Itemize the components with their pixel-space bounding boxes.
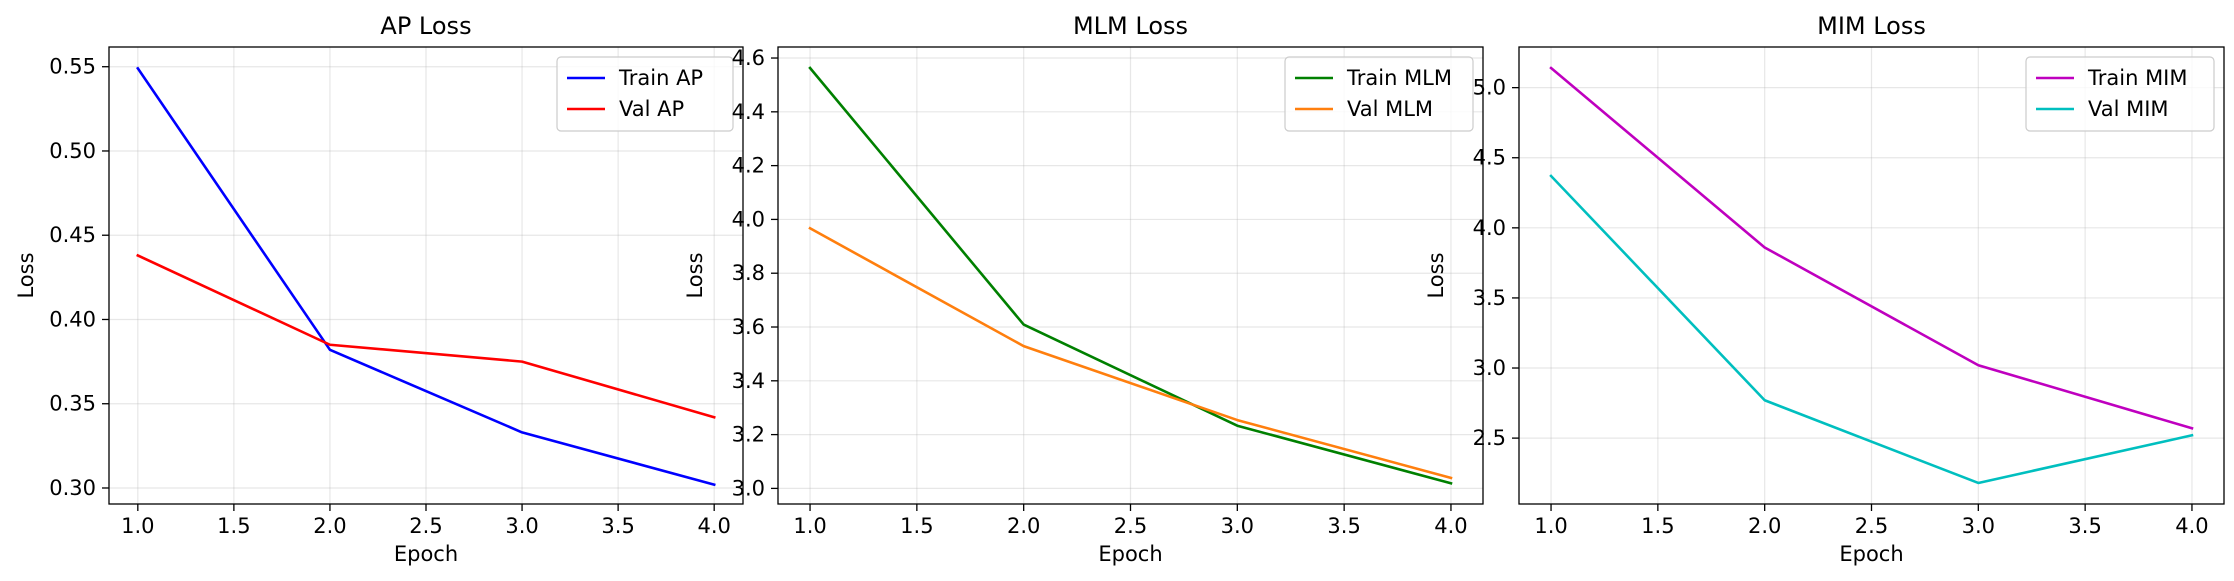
y-tick-label: 0.40 xyxy=(49,307,96,331)
y-tick-label: 0.45 xyxy=(49,223,96,247)
x-tick-label: 1.0 xyxy=(121,514,154,538)
x-tick-label: 2.5 xyxy=(1114,514,1147,538)
x-tick-label: 4.0 xyxy=(697,514,730,538)
y-axis-label: Loss xyxy=(14,252,38,298)
y-tick-label: 0.50 xyxy=(49,139,96,163)
y-axis-label: Loss xyxy=(683,252,707,298)
x-tick-label: 1.5 xyxy=(900,514,933,538)
legend: Train MIM Val MIM xyxy=(2025,56,2215,132)
x-tick-label: 2.0 xyxy=(1748,514,1781,538)
y-tick-label: 0.55 xyxy=(49,55,96,79)
y-tick-label: 4.6 xyxy=(732,46,765,70)
chart-2: 1.0 1.5 2.0 2.5 3.0 3.5 4.03.03.23.43.63.84.04… xyxy=(683,12,1484,566)
y-tick-label: 0.35 xyxy=(49,392,96,416)
chart-title: MIM Loss xyxy=(1817,12,1926,40)
y-tick-label: 3.8 xyxy=(732,261,765,285)
y-tick-label: 3.0 xyxy=(732,476,765,500)
y-tick-label: 0.30 xyxy=(49,476,96,500)
y-tick-label: 4.5 xyxy=(1473,146,1506,170)
x-tick-label: 2.5 xyxy=(409,514,442,538)
y-tick-label: 3.2 xyxy=(732,423,765,447)
chart-3: 1.0 1.5 2.0 2.5 3.0 3.5 4.0 2.5 3.0 3.5 4.0 4.5 5.0 M… xyxy=(1424,12,2225,566)
x-tick-label: 1.5 xyxy=(1641,514,1674,538)
y-tick-label: 4.0 xyxy=(732,207,765,231)
chart-title: MLM Loss xyxy=(1073,12,1188,40)
legend: Train AP Val AP xyxy=(556,56,734,132)
y-tick-label: 3.4 xyxy=(732,369,765,393)
legend-label: Train AP xyxy=(618,66,703,90)
x-axis-label: Epoch xyxy=(1839,542,1903,566)
x-tick-label: 3.5 xyxy=(2068,514,2101,538)
y-tick-label: 5.0 xyxy=(1473,76,1506,100)
x-tick-label: 2.0 xyxy=(1007,514,1040,538)
y-tick-label: 2.5 xyxy=(1473,426,1506,450)
legend-label: Val AP xyxy=(619,97,684,121)
legend-label: Val MIM xyxy=(2088,97,2169,121)
x-tick-label: 2.0 xyxy=(313,514,346,538)
series-line-train-mlm xyxy=(808,66,1453,485)
y-tick-label: 3.6 xyxy=(732,315,765,339)
x-tick-label: 4.0 xyxy=(1434,514,1467,538)
x-axis-label: Epoch xyxy=(1098,542,1162,566)
y-tick-label: 3.0 xyxy=(1473,356,1506,380)
legend-box xyxy=(1284,56,1474,132)
x-tick-label: 3.0 xyxy=(1962,514,1995,538)
x-tick-label: 3.5 xyxy=(1327,514,1360,538)
chart-1: 1.0 1.5 2.0 2.5 3.0 3.5 4.0 0.30 0.35 0.40 0.45 0.5… xyxy=(14,12,744,566)
y-tick-label: 4.4 xyxy=(732,100,765,124)
y-tick-label: 3.5 xyxy=(1473,286,1506,310)
chart-title: AP Loss xyxy=(380,12,471,40)
y-tick-label: 4.2 xyxy=(732,154,765,178)
legend-box xyxy=(556,56,734,132)
series-line-val-mim xyxy=(1549,174,2194,485)
x-tick-label: 3.0 xyxy=(1221,514,1254,538)
legend: Train MLM Val MLM xyxy=(1284,56,1474,132)
y-tick-label: 4.0 xyxy=(1473,216,1506,240)
series-line-val-ap xyxy=(136,253,716,419)
series-line-val-mlm xyxy=(808,226,1453,480)
legend-box xyxy=(2025,56,2215,132)
y-axis-label: Loss xyxy=(1424,252,1448,298)
x-axis-label: Epoch xyxy=(394,542,458,566)
x-tick-label: 1.0 xyxy=(1534,514,1567,538)
legend-label: Train MIM xyxy=(2087,66,2188,90)
series-line-train-mim xyxy=(1549,66,2194,430)
x-tick-label: 1.0 xyxy=(793,514,826,538)
series-line-train-ap xyxy=(136,66,716,487)
x-tick-label: 3.0 xyxy=(505,514,538,538)
x-tick-label: 1.5 xyxy=(217,514,250,538)
x-tick-label: 3.5 xyxy=(601,514,634,538)
x-tick-label: 2.5 xyxy=(1855,514,1888,538)
legend-label: Val MLM xyxy=(1347,97,1433,121)
x-tick-label: 4.0 xyxy=(2175,514,2208,538)
legend-label: Train MLM xyxy=(1346,66,1452,90)
